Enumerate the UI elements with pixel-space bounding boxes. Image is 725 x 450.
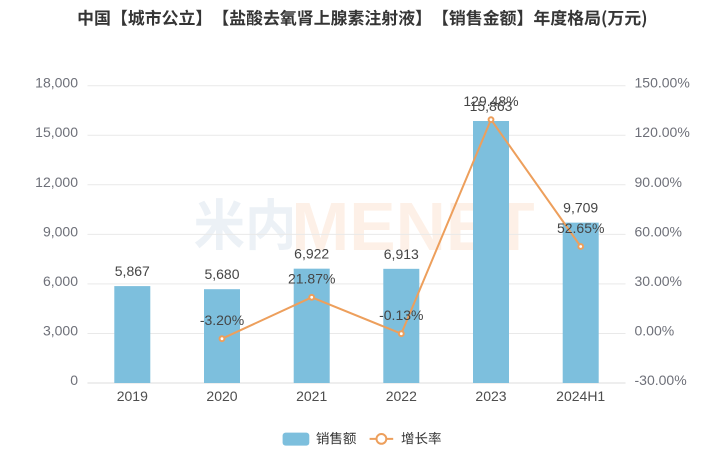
svg-text:2022: 2022 xyxy=(386,388,417,404)
svg-text:21.87%: 21.87% xyxy=(288,271,335,287)
svg-text:3,000: 3,000 xyxy=(43,322,78,338)
svg-text:2023: 2023 xyxy=(475,388,506,404)
svg-text:-3.20%: -3.20% xyxy=(200,312,244,328)
svg-text:2019: 2019 xyxy=(117,388,148,404)
svg-text:6,913: 6,913 xyxy=(384,246,419,262)
svg-text:15,863: 15,863 xyxy=(470,98,513,114)
svg-text:60.00%: 60.00% xyxy=(635,223,682,239)
svg-text:-0.13%: -0.13% xyxy=(379,307,423,323)
svg-text:15,000: 15,000 xyxy=(35,124,78,140)
svg-text:5,680: 5,680 xyxy=(204,266,239,282)
svg-text:6,000: 6,000 xyxy=(43,273,78,289)
svg-text:18,000: 18,000 xyxy=(35,75,78,91)
svg-text:90.00%: 90.00% xyxy=(635,174,682,190)
svg-text:129.48%: 129.48% xyxy=(463,93,518,109)
svg-text:0: 0 xyxy=(70,372,78,388)
svg-text:120.00%: 120.00% xyxy=(635,124,690,140)
svg-text:9,709: 9,709 xyxy=(563,200,598,216)
svg-text:0.00%: 0.00% xyxy=(635,322,675,338)
svg-text:2021: 2021 xyxy=(296,388,327,404)
svg-text:2020: 2020 xyxy=(206,388,237,404)
svg-text:9,000: 9,000 xyxy=(43,223,78,239)
svg-text:12,000: 12,000 xyxy=(35,174,78,190)
svg-text:52.65%: 52.65% xyxy=(557,220,604,236)
svg-text:-30.00%: -30.00% xyxy=(635,372,687,388)
svg-text:5,867: 5,867 xyxy=(115,263,150,279)
svg-text:30.00%: 30.00% xyxy=(635,273,682,289)
svg-text:150.00%: 150.00% xyxy=(635,75,690,91)
svg-text:6,922: 6,922 xyxy=(294,246,329,262)
svg-text:2024H1: 2024H1 xyxy=(556,388,605,404)
